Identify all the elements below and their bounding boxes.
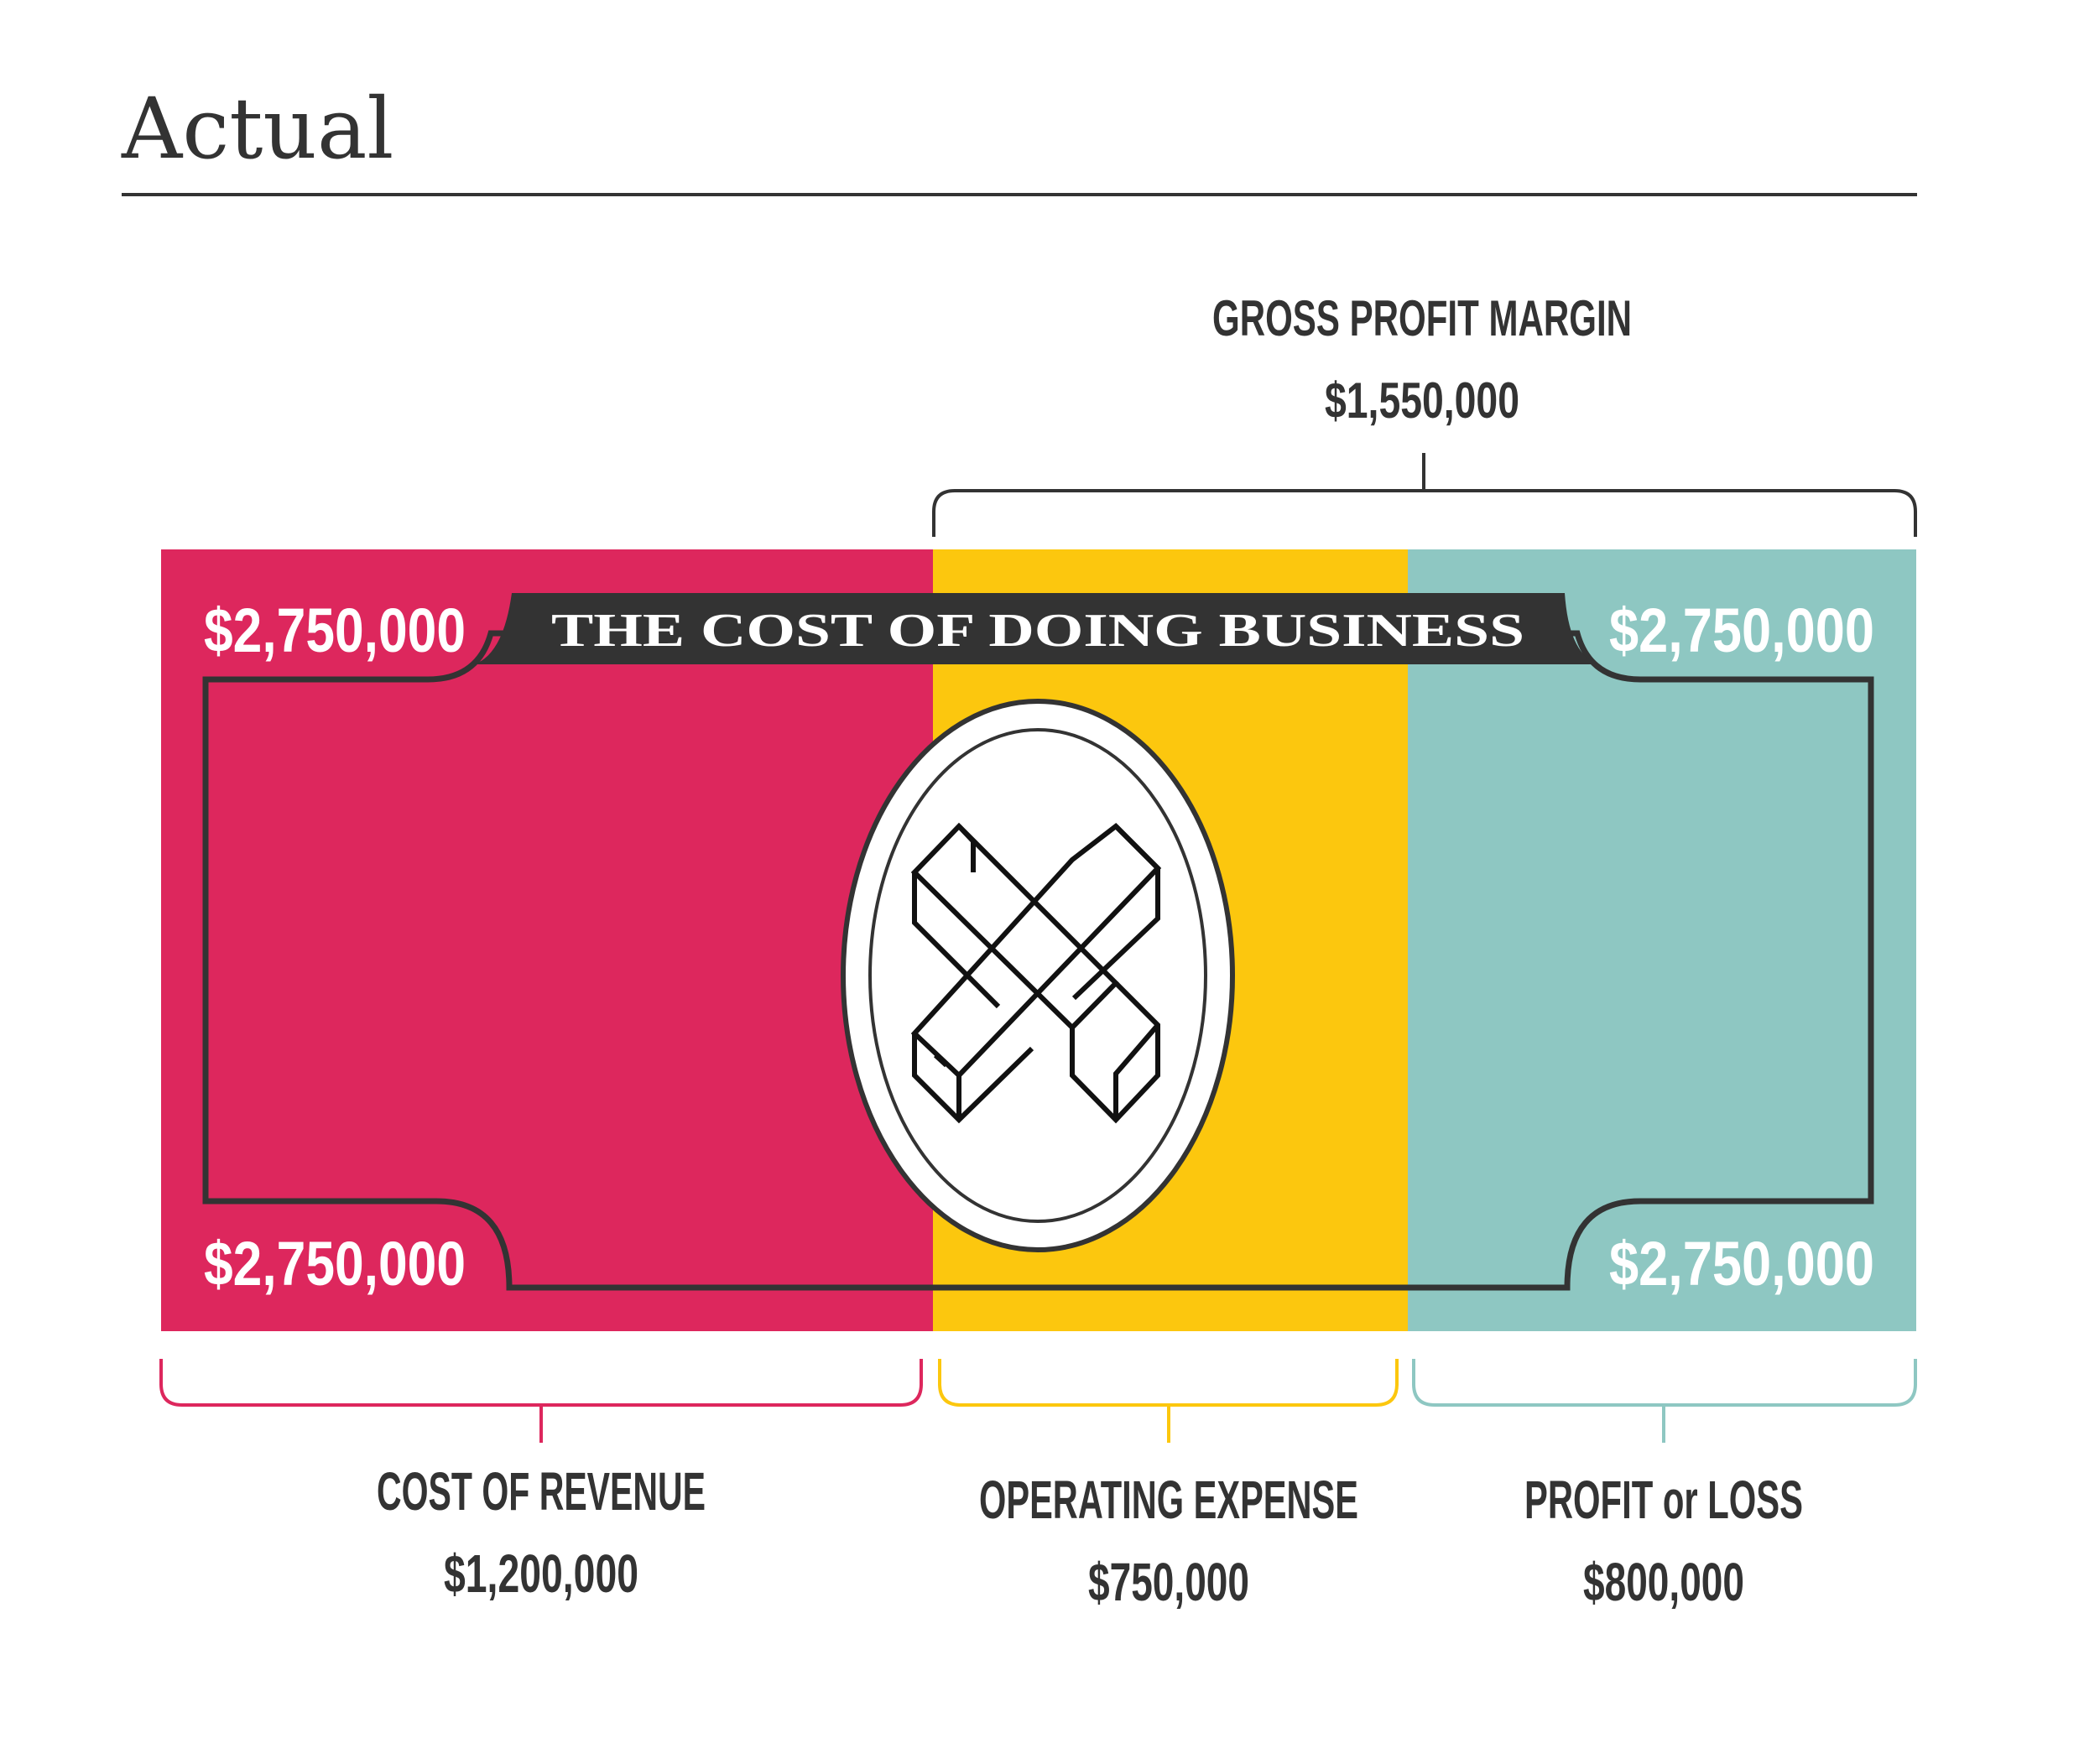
operating-expense-bracket <box>938 1359 1399 1443</box>
cost-of-revenue-label: COST OF REVENUE <box>377 1461 706 1522</box>
profit-or-loss-bracket <box>1412 1359 1917 1443</box>
x-cross-icon <box>841 699 1235 1252</box>
corner-amount-bottom-right: $2,750,000 <box>1609 1229 1874 1298</box>
profit-or-loss-value: $800,000 <box>1583 1552 1744 1612</box>
title-divider <box>122 193 1917 196</box>
gross-profit-margin-label: GROSS PROFIT MARGIN <box>1212 290 1632 346</box>
page-title: Actual <box>121 80 393 178</box>
gross-profit-margin-bracket <box>932 453 1917 537</box>
banner-text: THE COST OF DOING BUSINESS <box>551 605 1524 657</box>
corner-amount-top-right: $2,750,000 <box>1609 596 1874 665</box>
operating-expense-label: OPERATING EXPENSE <box>979 1470 1358 1530</box>
gross-profit-margin-value: $1,550,000 <box>1325 372 1519 429</box>
cost-of-revenue-bracket <box>159 1359 923 1443</box>
bill-inner-frame <box>202 630 1874 1291</box>
operating-expense-value: $750,000 <box>1088 1552 1249 1612</box>
segment-profit-or-loss <box>1408 549 1916 1331</box>
segment-cost-of-revenue <box>161 549 933 1331</box>
banner-ribbon <box>474 593 1598 664</box>
cost-of-revenue-value: $1,200,000 <box>444 1543 638 1604</box>
corner-amount-bottom-left: $2,750,000 <box>204 1229 466 1298</box>
profit-or-loss-label: PROFIT or LOSS <box>1524 1470 1803 1530</box>
corner-amount-top-left: $2,750,000 <box>204 596 466 665</box>
